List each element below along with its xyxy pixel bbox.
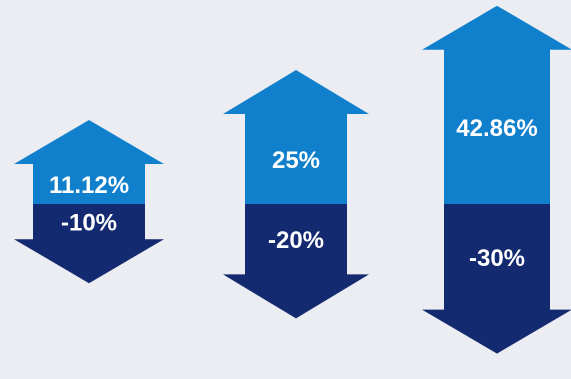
arrow-pair-2: 25% -20%	[223, 70, 369, 319]
gain-label-2: 25%	[272, 147, 320, 174]
loss-arrow-3	[422, 204, 571, 354]
arrow-pair-1: 11.12% -10%	[14, 119, 164, 284]
gain-label-1: 11.12%	[49, 172, 129, 199]
loss-arrow-1	[14, 204, 164, 284]
loss-arrow-2	[223, 204, 369, 319]
arrow-pair-3: 42.86% -30%	[422, 5, 571, 354]
loss-label-3: -30%	[469, 245, 525, 272]
loss-label-1: -10%	[61, 210, 117, 237]
gain-arrow-2	[223, 70, 369, 204]
gain-arrow-1	[14, 119, 164, 204]
loss-label-2: -20%	[268, 227, 324, 254]
gain-arrow-3	[422, 5, 571, 204]
gain-label-3: 42.86%	[456, 115, 537, 142]
